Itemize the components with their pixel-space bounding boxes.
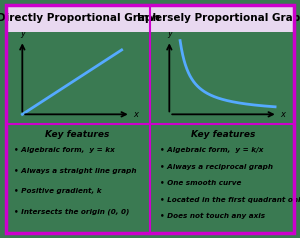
Text: y: y [167, 29, 172, 38]
Text: • Does not touch any axis: • Does not touch any axis [160, 213, 265, 219]
Text: • Algebraic form,  y = k/x: • Algebraic form, y = k/x [160, 147, 263, 153]
Text: • Algebraic form,  y = kx: • Algebraic form, y = kx [14, 147, 115, 153]
Text: x: x [280, 110, 285, 119]
Text: Inversely Proportional Graph: Inversely Proportional Graph [137, 13, 300, 23]
Text: Key features: Key features [190, 130, 255, 139]
Text: • Located in the first quadrant only: • Located in the first quadrant only [160, 197, 300, 203]
Text: • Intersects the origin (0, 0): • Intersects the origin (0, 0) [14, 208, 130, 215]
Text: Directly Proportional Graph: Directly Proportional Graph [0, 13, 159, 23]
Text: • Always a straight line graph: • Always a straight line graph [14, 168, 137, 174]
Text: • One smooth curve: • One smooth curve [160, 180, 241, 186]
Text: • Always a reciprocal graph: • Always a reciprocal graph [160, 164, 273, 170]
Text: x: x [133, 110, 138, 119]
Text: • Positive gradient, k: • Positive gradient, k [14, 188, 102, 194]
Text: y: y [20, 29, 25, 38]
Text: Key features: Key features [45, 130, 110, 139]
